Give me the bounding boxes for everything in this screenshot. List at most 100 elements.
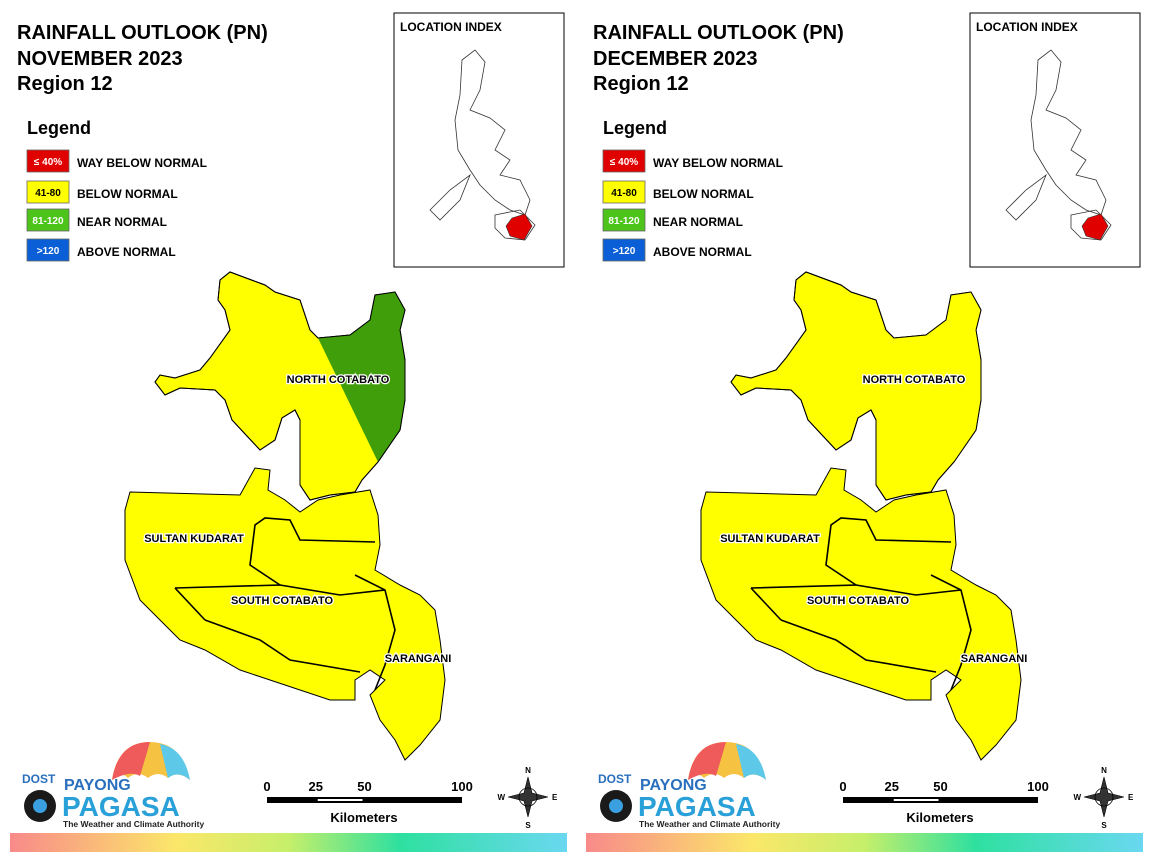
- province-label: SOUTH COTABATO: [231, 595, 333, 607]
- compass-rose: [507, 776, 549, 818]
- legend-swatch-text: 41-80: [35, 188, 61, 199]
- legend-label: BELOW NORMAL: [77, 187, 178, 201]
- logo-dost: DOST: [22, 772, 56, 786]
- scale-tick-label: 25: [309, 779, 323, 794]
- compass-letter: W: [1073, 793, 1081, 802]
- logo-umbrella-left: [688, 742, 726, 780]
- legend-swatch-text: >120: [37, 246, 60, 257]
- map-region: Region 12: [593, 73, 689, 95]
- map-title: RAINFALL OUTLOOK (PN): [17, 22, 268, 44]
- footer-band: [10, 833, 567, 852]
- compass-ring: [1094, 787, 1114, 807]
- map-region: Region 12: [17, 73, 113, 95]
- compass-letter: E: [552, 793, 558, 802]
- region-highlight: [1081, 213, 1109, 241]
- legend-swatch-text: 81-120: [608, 216, 640, 227]
- legend-swatch: [26, 208, 70, 232]
- province-area: [124, 467, 446, 761]
- legend-swatch-text: >120: [613, 246, 636, 257]
- scale-segment: [893, 799, 939, 801]
- province-area: [154, 271, 406, 501]
- map-panel: RAINFALL OUTLOOK (PN) DECEMBER 2023 Region…: [586, 12, 1143, 852]
- province-boundary: [174, 587, 206, 621]
- compass-rose: [1083, 776, 1125, 818]
- philippines-outline: [1005, 49, 1112, 241]
- legend-swatch-text: ≤ 40%: [34, 157, 62, 168]
- province-label: NORTH COTABATO: [287, 374, 390, 386]
- province-label: SULTAN KUDARAT: [144, 533, 244, 545]
- logo-tagline: The Weather and Climate Authority: [639, 819, 780, 829]
- logo-umbrella-right: [160, 744, 190, 780]
- compass-letter: E: [1128, 793, 1134, 802]
- logo-dost: DOST: [598, 772, 632, 786]
- scale-tick-label: 100: [1027, 779, 1049, 794]
- province-boundary: [855, 584, 962, 596]
- province-boundary: [354, 574, 396, 691]
- legend-swatch: [602, 238, 646, 262]
- map-panel: RAINFALL OUTLOOK (PN) NOVEMBER 2023 Region…: [10, 12, 567, 852]
- compass-ring: [518, 787, 538, 807]
- province-boundary: [204, 619, 361, 673]
- legend-swatch: [26, 238, 70, 262]
- logo-umbrella-right: [736, 744, 766, 780]
- map-month: NOVEMBER 2023: [17, 48, 183, 70]
- legend-title: Legend: [603, 118, 667, 138]
- scale-tick-label: 100: [451, 779, 473, 794]
- legend-label: BELOW NORMAL: [653, 187, 754, 201]
- scale-tick-label: 0: [263, 779, 270, 794]
- legend-swatch: [602, 149, 646, 173]
- legend-title: Legend: [27, 118, 91, 138]
- province-label: SARANGANI: [385, 653, 452, 665]
- footer-band: [586, 833, 1143, 852]
- compass-letter: S: [525, 821, 531, 830]
- location-index-title: LOCATION INDEX: [400, 20, 502, 34]
- province-boundary: [780, 619, 937, 673]
- compass-letter: S: [1101, 821, 1107, 830]
- legend-label: NEAR NORMAL: [653, 215, 743, 229]
- region-highlight: [505, 213, 533, 241]
- legend-label: ABOVE NORMAL: [653, 245, 752, 259]
- province-label: SOUTH COTABATO: [807, 595, 909, 607]
- province-boundary: [750, 517, 952, 589]
- province-boundary: [174, 517, 376, 589]
- legend-swatch: [602, 208, 646, 232]
- scale-tick-label: 50: [933, 779, 947, 794]
- logo-payong: PAYONG: [64, 777, 131, 794]
- province-area: [700, 467, 1022, 761]
- province-area: [318, 292, 405, 462]
- location-index-title: LOCATION INDEX: [976, 20, 1078, 34]
- scale-bar: [843, 797, 1038, 803]
- scale-segment: [317, 799, 363, 801]
- compass-letter: W: [497, 793, 505, 802]
- logo-umbrella-left: [112, 742, 150, 780]
- legend-swatch-text: 81-120: [32, 216, 64, 227]
- legend-label: WAY BELOW NORMAL: [77, 156, 207, 170]
- province-area: [730, 271, 982, 501]
- logo-pagasa: PAGASA: [62, 791, 180, 822]
- map-month: DECEMBER 2023: [593, 48, 758, 70]
- scale-unit: Kilometers: [906, 810, 973, 825]
- philippines-outline: [429, 49, 536, 241]
- compass-letter: N: [525, 766, 531, 775]
- province-boundary: [930, 574, 972, 691]
- logo-tagline: The Weather and Climate Authority: [63, 819, 204, 829]
- province-label: NORTH COTABATO: [863, 374, 966, 386]
- compass-letter: N: [1101, 766, 1107, 775]
- legend-label: NEAR NORMAL: [77, 215, 167, 229]
- legend-swatch: [26, 180, 70, 204]
- province-boundary: [279, 584, 386, 596]
- legend-swatch-text: ≤ 40%: [610, 157, 638, 168]
- province-boundary: [750, 587, 782, 621]
- scale-bar: [267, 797, 462, 803]
- scale-tick-label: 0: [839, 779, 846, 794]
- logo-payong: PAYONG: [640, 777, 707, 794]
- logo-seal-inner: [33, 799, 47, 813]
- map-title: RAINFALL OUTLOOK (PN): [593, 22, 844, 44]
- province-label: SARANGANI: [961, 653, 1028, 665]
- legend-swatch: [26, 149, 70, 173]
- legend-label: ABOVE NORMAL: [77, 245, 176, 259]
- legend-swatch-text: 41-80: [611, 188, 637, 199]
- scale-tick-label: 25: [885, 779, 899, 794]
- scale-tick-label: 50: [357, 779, 371, 794]
- province-area: [894, 292, 981, 462]
